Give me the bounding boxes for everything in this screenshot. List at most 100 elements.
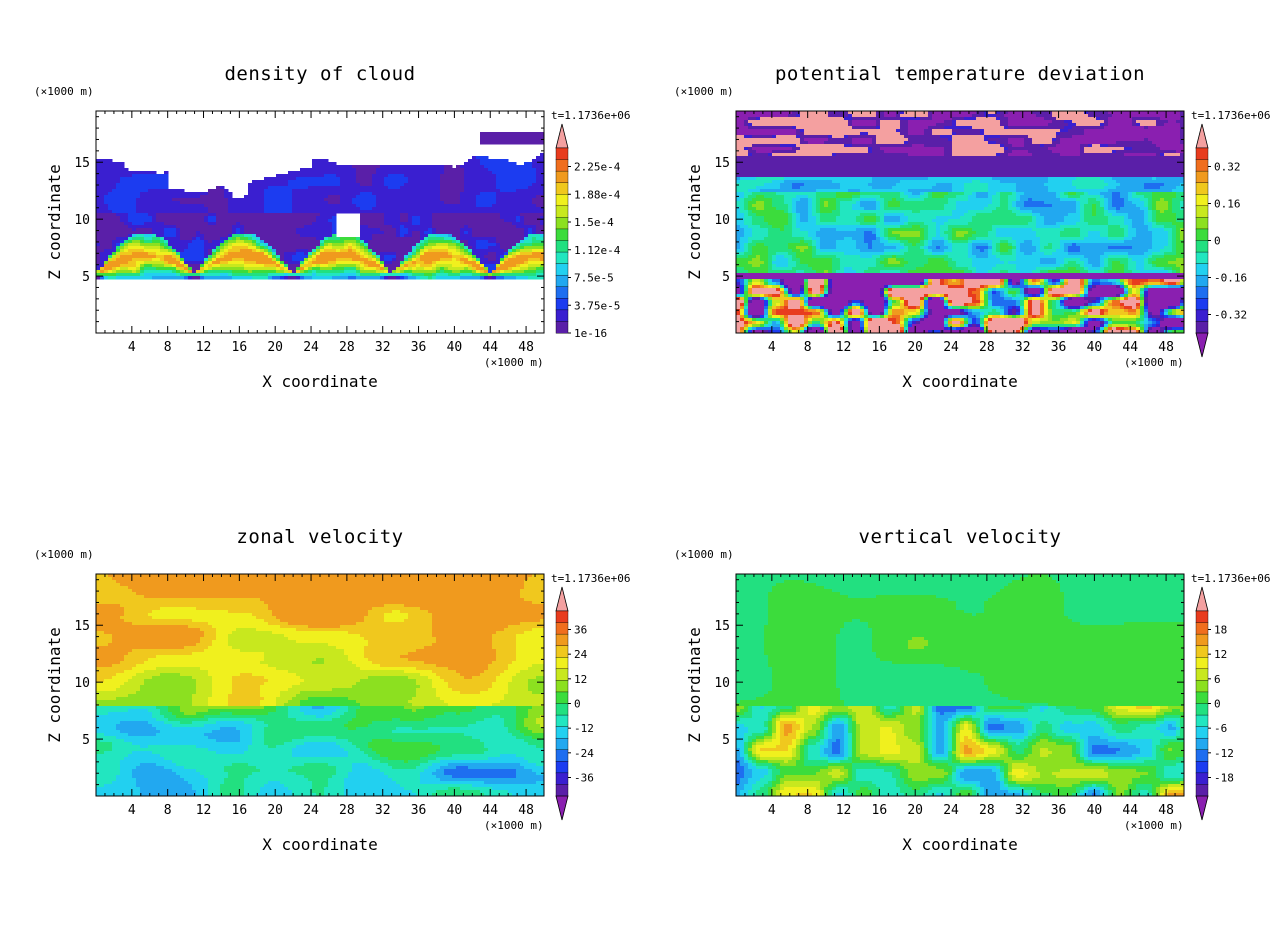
colorbar-segment [555, 668, 569, 681]
colorbar-label: 0 [1214, 698, 1221, 711]
colorbar-segment [1195, 737, 1209, 751]
colorbar-min-triangle [1195, 795, 1209, 821]
x-tick-label: 48 [1158, 340, 1174, 355]
x-tick-label: 12 [196, 340, 212, 355]
colorbar-label: -0.32 [1214, 309, 1247, 322]
colorbar-label: -18 [1214, 772, 1234, 785]
colorbar-segment [555, 749, 569, 762]
colorbar-label: -24 [574, 747, 594, 760]
colorbar-label: -12 [1214, 747, 1234, 760]
colorbar-segment [1195, 761, 1209, 774]
colorbar-label: 0 [1214, 235, 1221, 248]
x-tick-label: 12 [196, 803, 212, 818]
colorbar-segment [555, 610, 569, 624]
x-tick-label: 16 [232, 340, 248, 355]
colorbar-segment [555, 309, 569, 322]
colorbar-segment [555, 772, 569, 785]
colorbar-label: -12 [574, 722, 594, 735]
time-label: t=1.1736e+06 [1191, 109, 1270, 122]
x-tick-label: 28 [979, 803, 995, 818]
x-tick-label: 44 [1122, 340, 1138, 355]
colorbar-segment [1195, 680, 1209, 693]
colorbar-segment [1195, 240, 1209, 253]
time-label: t=1.1736e+06 [551, 572, 630, 585]
x-tick-label: 36 [1051, 803, 1067, 818]
x-unit-label: (×1000 m) [484, 819, 544, 832]
colorbar-segment [555, 251, 569, 265]
x-unit-label: (×1000 m) [1124, 356, 1184, 369]
x-tick-label: 16 [232, 803, 248, 818]
x-tick-label: 28 [979, 340, 995, 355]
x-axis-label: X coordinate [902, 835, 1018, 854]
x-unit-label: (×1000 m) [484, 356, 544, 369]
colorbar-segment [1195, 170, 1209, 184]
y-axis-label: Z coordinate [45, 627, 64, 743]
x-tick-label: 24 [303, 340, 319, 355]
colorbar-segment [1195, 194, 1209, 207]
x-tick-label: 28 [339, 340, 355, 355]
heatmap-field [96, 132, 545, 280]
colorbar-label: 7.5e-5 [574, 272, 614, 285]
x-tick-label: 20 [267, 803, 283, 818]
colorbar-segment [555, 228, 569, 242]
y-tick-label: 15 [714, 156, 730, 171]
x-tick-label: 8 [164, 340, 172, 355]
colorbar: 18 12 6 0 -6 -12 -18 [1195, 586, 1234, 821]
x-tick-label: 40 [1087, 340, 1103, 355]
colorbar-segment [555, 205, 569, 218]
colorbar-label: 6 [1214, 673, 1221, 686]
colorbar-segment [555, 240, 569, 253]
y-tick-label: 5 [722, 270, 730, 285]
colorbar-segment [1195, 668, 1209, 681]
time-label: t=1.1736e+06 [1191, 572, 1270, 585]
colorbar-segment [1195, 298, 1209, 311]
colorbar-label: 0 [574, 698, 581, 711]
colorbar-segment [555, 691, 569, 705]
x-tick-label: 32 [1015, 340, 1031, 355]
x-tick-label: 4 [128, 803, 136, 818]
colorbar-segment [555, 680, 569, 693]
x-unit-label: (×1000 m) [1124, 819, 1184, 832]
x-tick-label: 44 [482, 340, 498, 355]
colorbar: 2.25e-4 1.88e-4 1.5e-4 1.12e-4 7.5e-5 3.75e-5… [555, 123, 621, 340]
colorbar-segment [1195, 784, 1209, 797]
colorbar-max-triangle [1195, 586, 1209, 612]
colorbar-label: 1.12e-4 [574, 244, 621, 257]
colorbar-segment [555, 170, 569, 184]
panel-4: vertical velocity(×1000 m)t=1.1736e+064 8… [674, 526, 1270, 854]
colorbar-segment [555, 263, 569, 276]
x-tick-label: 8 [804, 340, 812, 355]
panel-title: zonal velocity [236, 526, 403, 548]
colorbar-segment [555, 217, 569, 230]
x-axis-label: X coordinate [902, 372, 1018, 391]
y-tick-label: 10 [714, 213, 730, 228]
x-axis-label: X coordinate [262, 835, 378, 854]
panel-2: potential temperature deviation (×1000 m)… [674, 63, 1270, 391]
y-tick-label: 15 [74, 619, 90, 634]
colorbar-segment [1195, 633, 1209, 647]
colorbar-label: 3.75e-5 [574, 299, 620, 312]
x-tick-label: 32 [375, 803, 391, 818]
x-tick-label: 36 [1051, 340, 1067, 355]
colorbar-segment [555, 159, 569, 172]
colorbar: 0.32 0.16 0 -0.16 -0.32 [1195, 123, 1247, 358]
x-tick-label: 12 [836, 340, 852, 355]
colorbar-segment [555, 726, 569, 739]
colorbar-segment [555, 286, 569, 299]
x-tick-label: 44 [482, 803, 498, 818]
x-tick-label: 12 [836, 803, 852, 818]
colorbar-segment [1195, 182, 1209, 195]
y-unit-label: (×1000 m) [34, 548, 94, 561]
colorbar: 36 24 12 0 -12 -24 -36 [555, 586, 594, 821]
colorbar-label: 1.88e-4 [574, 188, 621, 201]
x-tick-label: 40 [1087, 803, 1103, 818]
colorbar-segment [1195, 321, 1209, 334]
heatmap-field [736, 574, 1185, 797]
colorbar-segment [555, 298, 569, 311]
colorbar-segment [555, 147, 569, 161]
x-tick-label: 8 [164, 803, 172, 818]
y-tick-label: 10 [714, 676, 730, 691]
y-axis-label: Z coordinate [685, 627, 704, 743]
x-tick-label: 4 [768, 803, 776, 818]
